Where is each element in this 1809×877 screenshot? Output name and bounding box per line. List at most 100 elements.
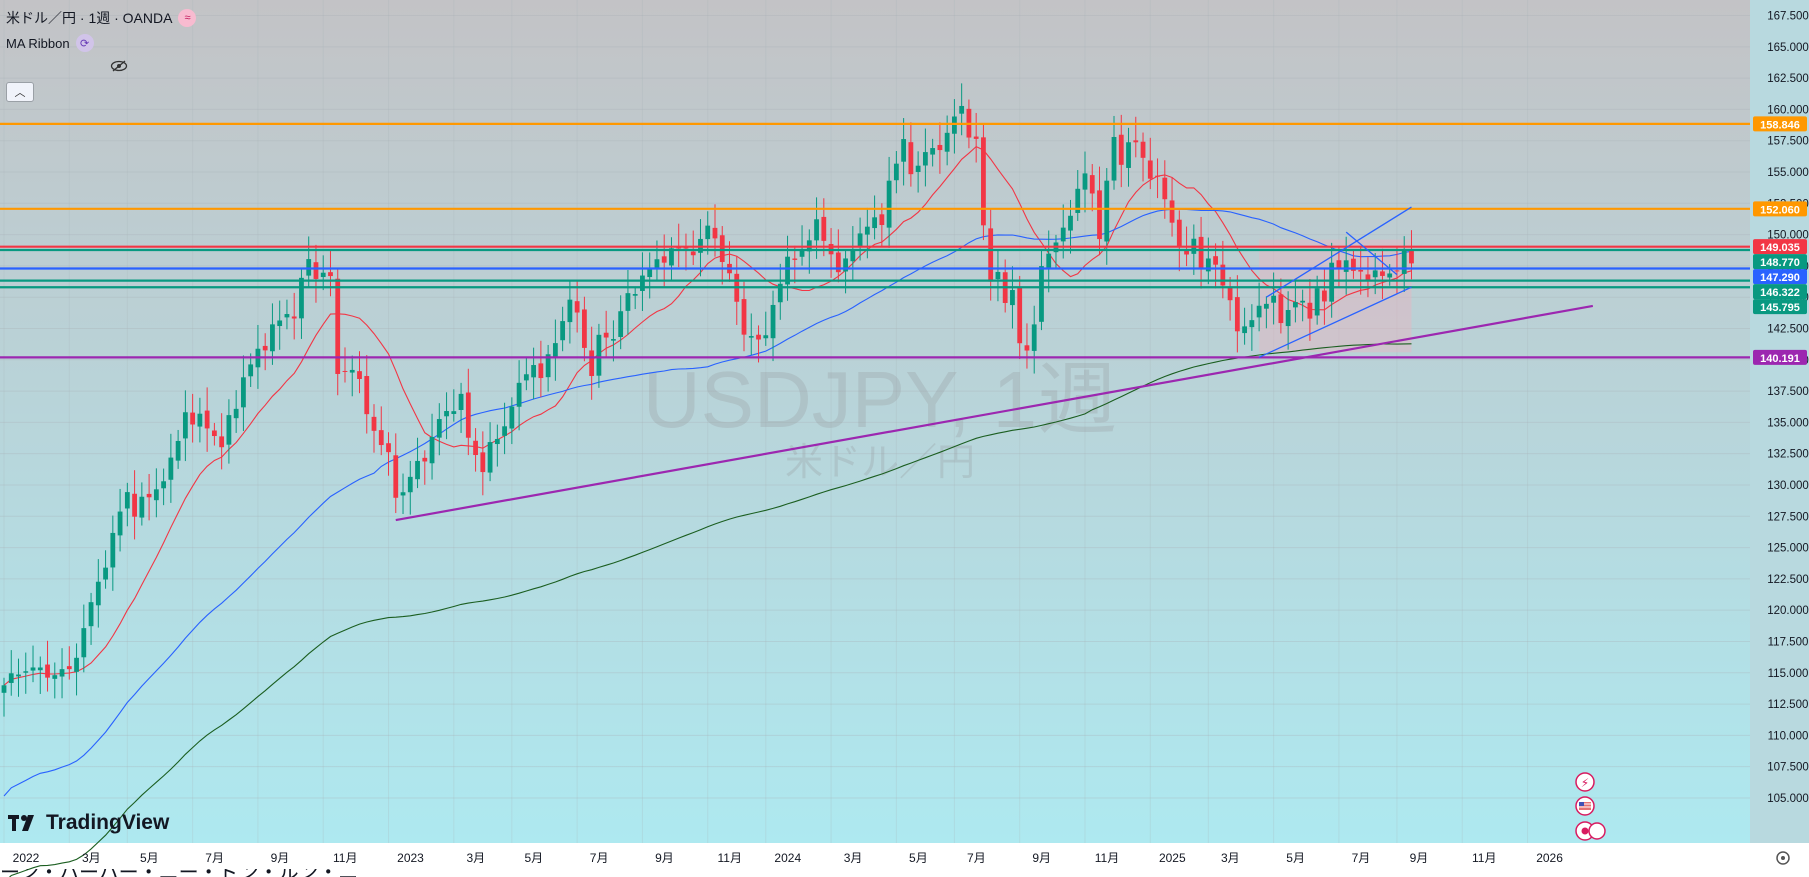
- candle-body: [1322, 290, 1327, 302]
- candle-body: [364, 376, 370, 415]
- time-tick-label: 11月: [333, 851, 357, 865]
- candle-body: [981, 137, 986, 226]
- candle-body: [799, 249, 805, 257]
- candle-body: [748, 336, 754, 338]
- price-badge-label: 149.035: [1760, 242, 1800, 254]
- candle-body: [371, 416, 377, 431]
- candle-body: [436, 419, 442, 438]
- candle-body: [908, 142, 914, 175]
- candle-body: [516, 382, 522, 407]
- candle-body: [1075, 188, 1081, 213]
- price-tick-label: 115.000: [1768, 668, 1809, 680]
- candle-body: [103, 567, 108, 580]
- candle-body: [1307, 302, 1313, 319]
- symbol-legend[interactable]: 米ドル／円 · 1週 · OANDA ≈: [6, 8, 197, 28]
- time-tick-label: 2022: [13, 851, 40, 865]
- candle-body: [872, 217, 877, 229]
- price-badge: [1753, 116, 1807, 132]
- bottom-cut-text: ーン・ハーハー・ニー・ドン・ルン・ニー: [0, 869, 358, 877]
- candle-body: [1155, 175, 1160, 177]
- candle-body: [879, 214, 885, 226]
- indicator-loading-icon: ⟳: [75, 34, 94, 52]
- price-tick-label: 120.000: [1767, 605, 1809, 617]
- candle-body: [509, 406, 515, 429]
- candle-body: [1198, 236, 1204, 269]
- candle-body: [669, 248, 674, 266]
- more-events-icon[interactable]: [1588, 822, 1606, 840]
- price-badge-label: 158.846: [1760, 119, 1800, 131]
- candle-body: [8, 673, 14, 683]
- price-badge: [1753, 239, 1807, 255]
- time-tick-label: 5月: [909, 851, 928, 865]
- price-badge-label: 148.770: [1760, 257, 1800, 269]
- candle-body: [821, 216, 827, 241]
- time-tick-label: 2026: [1536, 851, 1563, 865]
- price-badge-label: 146.322: [1760, 287, 1800, 299]
- candle-body: [81, 628, 87, 658]
- candle-body: [756, 334, 761, 340]
- candle-body: [785, 256, 790, 285]
- candle-body: [88, 602, 94, 627]
- hide-indicator-eye-icon[interactable]: [110, 59, 128, 73]
- range-box-layer: [1259, 239, 1412, 353]
- indicator-legend[interactable]: MA Ribbon ⟳: [6, 34, 94, 52]
- price-tick-label: 110.000: [1768, 730, 1809, 742]
- candle-body: [422, 457, 428, 462]
- candle-body: [1089, 175, 1095, 194]
- candle-body: [458, 393, 464, 410]
- price-tick-label: 157.500: [1767, 136, 1809, 148]
- candle-body: [1409, 250, 1414, 264]
- candle-body: [770, 304, 776, 339]
- candle-body: [1358, 269, 1364, 272]
- price-tick-label: 135.000: [1767, 417, 1809, 429]
- candle-body: [30, 667, 36, 671]
- price-tick-label: 130.000: [1767, 480, 1809, 492]
- candle-body: [1285, 310, 1291, 327]
- price-axis: 167.500 165.000 162.500 160.000 157.500 155.0…: [1767, 11, 1809, 805]
- ma-slow-line: [8, 343, 1412, 877]
- price-tick-label: 137.500: [1767, 386, 1809, 398]
- candle-body: [277, 320, 283, 327]
- price-badge: [1753, 254, 1807, 270]
- candle-body: [1394, 270, 1400, 272]
- candle-body: [560, 321, 566, 341]
- time-tick-label: 2024: [774, 851, 801, 865]
- settings-icon[interactable]: [1776, 851, 1790, 865]
- price-tick-label: 150.000: [1767, 230, 1809, 242]
- price-badge: [1753, 284, 1807, 300]
- time-tick-label: 11月: [1472, 851, 1496, 865]
- candle-body: [1017, 286, 1023, 344]
- market-status-icon[interactable]: ≈: [178, 9, 197, 27]
- candle-body: [465, 392, 471, 438]
- candle-body: [654, 259, 660, 270]
- candle-body: [168, 457, 174, 480]
- candle-body: [1351, 258, 1356, 271]
- collapse-legend-button[interactable]: ︿: [6, 82, 34, 102]
- tradingview-logo[interactable]: TradingView: [8, 811, 169, 835]
- price-tick-label: 160.000: [1767, 104, 1809, 116]
- candle-body: [1263, 303, 1269, 309]
- candle-body: [1010, 290, 1015, 306]
- candle-body: [1343, 260, 1349, 272]
- candle-body: [197, 413, 203, 427]
- time-tick-label: 2025: [1159, 851, 1186, 865]
- candle-body: [1140, 141, 1146, 158]
- candle-body: [45, 664, 50, 678]
- candle-body: [850, 249, 856, 262]
- candle-body: [596, 334, 602, 376]
- candle-body: [1046, 253, 1052, 270]
- candle-body: [719, 235, 725, 262]
- chevron-up-icon: ︿: [14, 87, 26, 99]
- lightning-event-icon[interactable]: [1575, 772, 1595, 792]
- candle-body: [857, 233, 863, 247]
- time-tick-label: 7月: [205, 851, 224, 865]
- candle-body: [415, 460, 420, 480]
- candle-body: [1111, 136, 1117, 181]
- candle-body: [1329, 262, 1335, 302]
- candle-body: [661, 256, 667, 263]
- candle-body: [922, 152, 928, 166]
- candle-body: [16, 674, 21, 677]
- candle-body: [886, 180, 892, 228]
- candle-body: [640, 275, 645, 291]
